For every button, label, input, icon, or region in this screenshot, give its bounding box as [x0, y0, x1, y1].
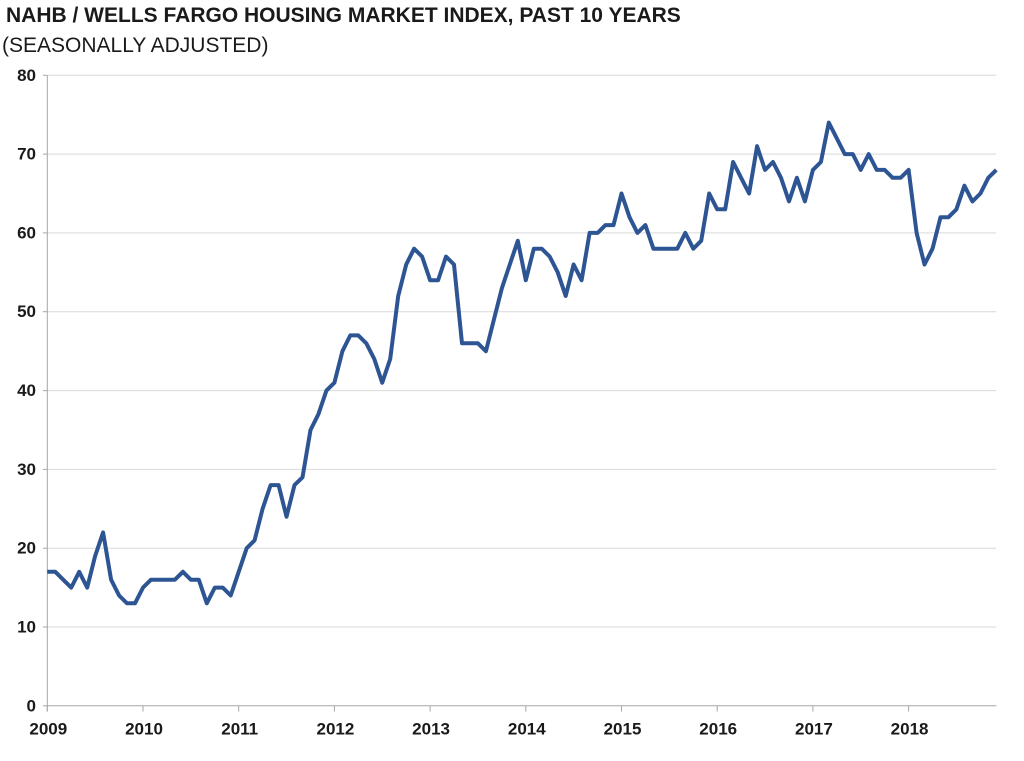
svg-text:2018: 2018	[891, 720, 929, 739]
svg-text:2015: 2015	[604, 720, 642, 739]
svg-text:40: 40	[17, 381, 36, 400]
svg-text:2016: 2016	[699, 720, 737, 739]
svg-text:30: 30	[17, 460, 36, 479]
svg-text:60: 60	[17, 223, 36, 242]
svg-text:2009: 2009	[29, 720, 67, 739]
svg-text:10: 10	[17, 618, 36, 637]
svg-text:2017: 2017	[795, 720, 833, 739]
svg-text:2012: 2012	[316, 720, 354, 739]
svg-text:2014: 2014	[508, 720, 546, 739]
svg-text:80: 80	[17, 66, 36, 85]
svg-text:2013: 2013	[412, 720, 450, 739]
svg-text:2011: 2011	[221, 720, 258, 739]
svg-text:50: 50	[17, 302, 36, 321]
svg-text:70: 70	[17, 145, 36, 164]
svg-text:(SEASONALLY ADJUSTED): (SEASONALLY ADJUSTED)	[2, 34, 268, 57]
svg-text:2010: 2010	[125, 720, 163, 739]
svg-text:NAHB / WELLS FARGO HOUSING MAR: NAHB / WELLS FARGO HOUSING MARKET INDEX,…	[6, 4, 681, 27]
svg-text:20: 20	[17, 539, 36, 558]
svg-text:0: 0	[27, 696, 36, 715]
